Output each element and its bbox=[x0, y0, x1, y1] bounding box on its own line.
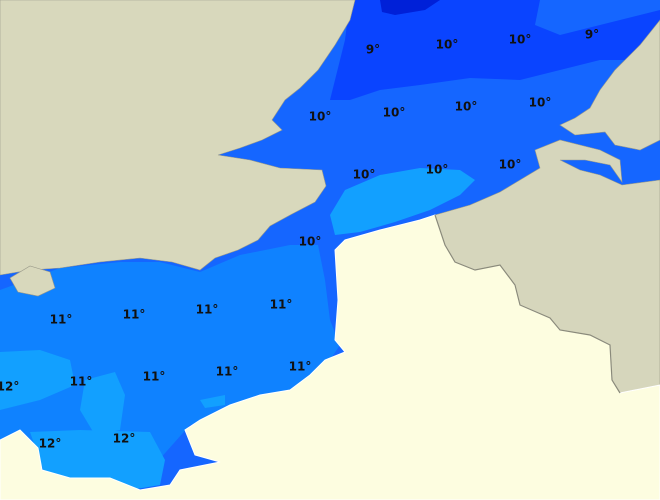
coldest-zone bbox=[380, 0, 440, 15]
temperature-label: 11° bbox=[123, 308, 146, 322]
temperature-label: 9° bbox=[585, 28, 599, 42]
temperature-label: 12° bbox=[0, 380, 19, 394]
england bbox=[0, 0, 356, 276]
temperature-label: 10° bbox=[455, 100, 478, 114]
temperature-label: 10° bbox=[426, 163, 449, 177]
warm-zone bbox=[0, 245, 340, 480]
temperature-label: 12° bbox=[113, 432, 136, 446]
temperature-label: 10° bbox=[353, 168, 376, 182]
temperature-label: 10° bbox=[499, 158, 522, 172]
warmer-zone bbox=[200, 395, 225, 408]
warmer-zone bbox=[0, 350, 75, 410]
temperature-label: 12° bbox=[39, 437, 62, 451]
border bbox=[434, 214, 621, 394]
warmer-zone bbox=[330, 168, 475, 235]
temperature-label: 11° bbox=[196, 303, 219, 317]
temperature-label: 10° bbox=[436, 38, 459, 52]
temperature-label: 10° bbox=[529, 96, 552, 110]
warmer-zone bbox=[30, 430, 165, 490]
cold-zone bbox=[330, 0, 660, 100]
temperature-label: 11° bbox=[216, 365, 239, 379]
temperature-label: 9° bbox=[366, 43, 380, 57]
warmer-zone bbox=[80, 372, 125, 435]
temperature-label: 11° bbox=[270, 298, 293, 312]
temperature-label: 11° bbox=[70, 375, 93, 389]
temperature-label: 10° bbox=[383, 106, 406, 120]
temperature-label: 11° bbox=[289, 360, 312, 374]
temperature-label: 10° bbox=[299, 235, 322, 249]
temperature-label: 11° bbox=[50, 313, 73, 327]
netherlands-coast bbox=[559, 19, 660, 151]
isle-of-wight bbox=[9, 265, 56, 297]
temperature-label: 11° bbox=[143, 370, 166, 384]
temperature-label: 10° bbox=[509, 33, 532, 47]
temperature-label: 10° bbox=[309, 110, 332, 124]
